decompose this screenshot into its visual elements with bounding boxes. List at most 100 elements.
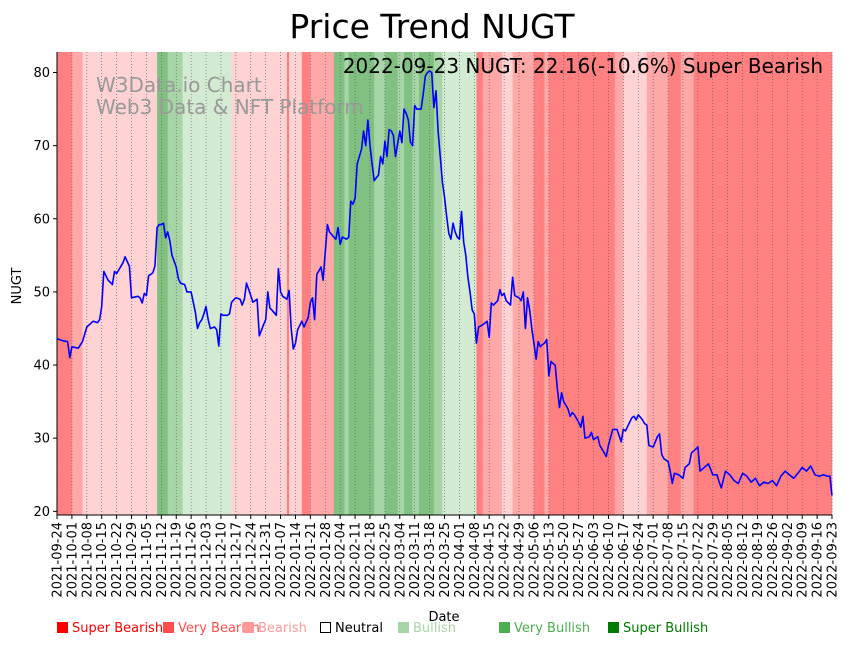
x-tick-label: 2021-10-08 bbox=[80, 522, 95, 598]
legend-label: Very Bullish bbox=[514, 621, 591, 636]
regime-band-super-bearish bbox=[693, 52, 833, 515]
x-tick-label: 2022-07-08 bbox=[662, 522, 677, 598]
x-tick-label: 2022-02-18 bbox=[363, 522, 378, 598]
price-series bbox=[56, 70, 833, 496]
x-tick-label: 2022-03-04 bbox=[393, 522, 408, 598]
x-tick-label: 2021-11-19 bbox=[170, 522, 185, 598]
regime-band-bearish bbox=[501, 52, 513, 515]
x-axis-ticks: 2021-09-24 2021-10-01 2021-10-08 2021-10-15… bbox=[51, 515, 841, 598]
legend-swatch bbox=[243, 622, 254, 633]
legend-item-super-bullish: Super Bullish bbox=[608, 620, 708, 638]
legend-label: Super Bullish bbox=[623, 621, 709, 636]
regime-band-super-bullish bbox=[157, 52, 169, 515]
x-tick-label: 2021-10-29 bbox=[125, 522, 140, 598]
watermark-line-1: W3Data.io Chart bbox=[96, 73, 262, 97]
regime-band-very-bearish bbox=[71, 52, 83, 515]
regime-band-super-bullish bbox=[404, 52, 413, 515]
regime-band-super-bullish bbox=[418, 52, 435, 515]
x-tick-label: 2022-01-21 bbox=[304, 522, 319, 598]
x-tick-label: 2021-10-22 bbox=[110, 522, 125, 598]
x-tick-label: 2022-06-24 bbox=[632, 522, 647, 598]
regime-band-very-bearish bbox=[482, 52, 503, 515]
chart-title: Price Trend NUGT bbox=[289, 7, 575, 46]
x-tick-label: 2022-05-20 bbox=[557, 522, 572, 598]
regime-band-very-bullish bbox=[397, 52, 405, 515]
watermark: W3Data.io Chart Web3 Data & NFT Platform bbox=[96, 73, 364, 119]
regime-band-super-bearish bbox=[476, 52, 484, 515]
x-tick-label: 2022-09-23 bbox=[826, 522, 841, 598]
regime-band-super-bullish bbox=[348, 52, 375, 515]
regime-band-super-bearish bbox=[286, 52, 290, 515]
x-tick-label: 2022-04-22 bbox=[498, 522, 513, 598]
x-tick-label: 2022-09-09 bbox=[796, 522, 811, 598]
x-tick-label: 2022-04-15 bbox=[483, 522, 498, 598]
x-tick-label: 2022-05-27 bbox=[572, 522, 587, 598]
x-tick-label: 2021-12-10 bbox=[214, 522, 229, 598]
legend-item-very-bearish: Very Bearish bbox=[163, 620, 260, 638]
legend-item-bullish: Bullish bbox=[398, 620, 456, 638]
y-axis-ticks: 20 30 40 50 60 70 80 bbox=[33, 66, 57, 520]
x-tick-label: 2022-07-29 bbox=[706, 522, 721, 598]
y-tick-label: 50 bbox=[33, 285, 50, 300]
legend-label: Bullish bbox=[413, 621, 457, 636]
regime-band-very-bearish bbox=[614, 52, 624, 515]
x-tick-label: 2022-02-11 bbox=[349, 522, 364, 598]
watermark-line-2: Web3 Data & NFT Platform bbox=[96, 95, 364, 119]
regime-band-bearish bbox=[623, 52, 648, 515]
y-tick-label: 20 bbox=[33, 505, 50, 520]
legend-item-very-bullish: Very Bullish bbox=[499, 620, 590, 638]
legend-swatch bbox=[608, 622, 619, 633]
x-tick-label: 2021-12-17 bbox=[229, 522, 244, 598]
x-tick-label: 2022-09-16 bbox=[811, 522, 826, 598]
regime-band-super-bearish bbox=[668, 52, 682, 515]
legend-item-neutral: Neutral bbox=[320, 620, 383, 638]
x-tick-label: 2021-12-24 bbox=[244, 522, 259, 598]
regime-band-super-bearish bbox=[548, 52, 616, 515]
x-tick-label: 2022-01-07 bbox=[274, 522, 289, 598]
regime-band-bullish bbox=[182, 52, 232, 515]
price-line bbox=[56, 70, 833, 496]
legend-swatch bbox=[398, 622, 409, 633]
legend-label: Neutral bbox=[335, 621, 383, 636]
x-tick-label: 2021-10-01 bbox=[65, 522, 80, 598]
x-tick-label: 2022-06-10 bbox=[602, 522, 617, 598]
legend: Super Bearish Very Bearish Bearish Neutral B… bbox=[57, 620, 837, 638]
y-tick-label: 60 bbox=[33, 212, 50, 227]
regime-band-very-bullish bbox=[374, 52, 386, 515]
regime-band-very-bearish bbox=[646, 52, 669, 515]
x-tick-label: 2022-04-29 bbox=[513, 522, 528, 598]
x-tick-label: 2022-09-02 bbox=[781, 522, 796, 598]
x-tick-label: 2022-06-03 bbox=[587, 522, 602, 598]
regime-band-super-bullish bbox=[384, 52, 398, 515]
x-tick-label: 2022-05-13 bbox=[542, 522, 557, 598]
regime-band-super-bearish bbox=[301, 52, 311, 515]
regime-band-very-bearish bbox=[680, 52, 694, 515]
y-tick-label: 70 bbox=[33, 139, 50, 154]
regime-bands bbox=[57, 52, 833, 515]
latest-price-annotation: 2022-09-23 NUGT: 22.16(-10.6%) Super Bea… bbox=[343, 54, 823, 78]
x-tick-label: 2022-07-15 bbox=[676, 522, 691, 598]
x-tick-label: 2022-03-18 bbox=[423, 522, 438, 598]
x-tick-label: 2021-11-26 bbox=[185, 522, 200, 598]
legend-item-bearish: Bearish bbox=[243, 620, 307, 638]
y-axis-label: NUGT bbox=[10, 268, 25, 305]
regime-band-very-bearish bbox=[544, 52, 550, 515]
regime-band-very-bearish bbox=[310, 52, 335, 515]
regime-band-bearish bbox=[231, 52, 260, 515]
legend-swatch bbox=[57, 622, 68, 633]
regime-band-bearish bbox=[82, 52, 158, 515]
x-tick-label: 2021-11-12 bbox=[155, 522, 170, 598]
regime-band-super-bullish bbox=[333, 52, 345, 515]
regime-band-bearish bbox=[259, 52, 288, 515]
regime-band-very-bullish bbox=[344, 52, 349, 515]
x-tick-label: 2021-10-15 bbox=[95, 522, 110, 598]
x-tick-label: 2022-08-26 bbox=[766, 522, 781, 598]
regime-band-super-bearish bbox=[57, 52, 73, 515]
legend-item-super-bearish: Super Bearish bbox=[57, 620, 163, 638]
legend-label: Bearish bbox=[258, 621, 307, 636]
x-tick-label: 2021-12-03 bbox=[200, 522, 215, 598]
y-tick-label: 30 bbox=[33, 432, 50, 447]
regime-band-very-bullish bbox=[433, 52, 443, 515]
y-tick-label: 40 bbox=[33, 359, 50, 374]
